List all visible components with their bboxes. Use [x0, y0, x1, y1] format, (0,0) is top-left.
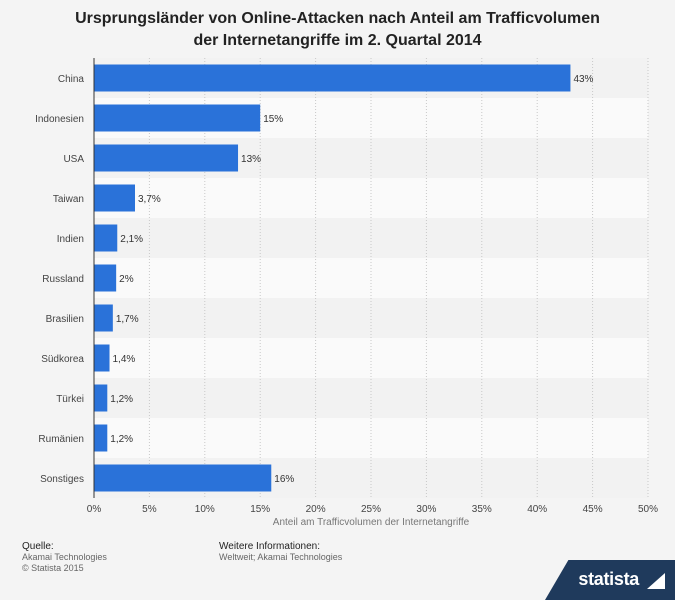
bar-südkorea: [94, 344, 110, 372]
value-label: 1,2%: [110, 394, 133, 405]
category-label: Taiwan: [53, 194, 84, 205]
category-label: China: [58, 74, 85, 85]
category-label: Brasilien: [46, 314, 84, 325]
chart-title-line-1: Ursprungsländer von Online-Attacken nach…: [75, 10, 600, 27]
value-label: 1,7%: [116, 314, 139, 325]
x-tick-label: 0%: [87, 504, 102, 515]
brand-banner[interactable]: [545, 560, 675, 600]
chart-title: Ursprungsländer von Online-Attacken nach…: [0, 8, 675, 52]
bar-russland: [94, 264, 117, 292]
category-label: USA: [63, 154, 84, 165]
x-axis-title: Anteil am Trafficvolumen der Internetang…: [273, 517, 470, 528]
source-line-2: © Statista 2015: [22, 563, 84, 573]
bar-usa: [94, 144, 239, 172]
x-tick-label: 20%: [306, 504, 326, 515]
category-label: Südkorea: [41, 354, 84, 365]
category-label: Indien: [57, 234, 84, 245]
value-label: 1,4%: [113, 354, 136, 365]
value-label: 3,7%: [138, 194, 161, 205]
category-label: Türkei: [56, 394, 84, 405]
category-label: Russland: [42, 274, 84, 285]
chart-title-line-2: der Internetangriffe im 2. Quartal 2014: [193, 32, 482, 49]
x-tick-label: 45%: [583, 504, 603, 515]
x-tick-label: 5%: [142, 504, 157, 515]
row-band: [94, 378, 648, 418]
info-block: Weitere Informationen: Weltweit; Akamai …: [219, 541, 342, 563]
bar-china: [94, 64, 571, 92]
x-tick-label: 35%: [472, 504, 492, 515]
bar-indien: [94, 224, 118, 252]
value-label: 13%: [241, 154, 261, 165]
source-block: Quelle: Akamai Technologies © Statista 2…: [22, 541, 107, 574]
x-tick-label: 30%: [416, 504, 436, 515]
info-text: Weltweit; Akamai Technologies: [219, 552, 343, 562]
value-label: 1,2%: [110, 434, 133, 445]
bar-türkei: [94, 384, 108, 412]
value-label: 43%: [573, 74, 593, 85]
source-line-1: Akamai Technologies: [22, 552, 107, 562]
statista-logo[interactable]: statista: [578, 569, 639, 589]
source-label: Quelle:: [22, 541, 54, 552]
bar-brasilien: [94, 304, 113, 332]
value-label: 16%: [274, 474, 294, 485]
value-label: 2%: [119, 274, 134, 285]
bar-sonstiges: [94, 464, 272, 492]
bar-indonesien: [94, 104, 261, 132]
x-tick-label: 50%: [638, 504, 658, 515]
category-label: Sonstiges: [40, 474, 84, 485]
x-tick-label: 40%: [527, 504, 547, 515]
value-label: 15%: [263, 114, 283, 125]
x-tick-label: 25%: [361, 504, 381, 515]
x-tick-label: 10%: [195, 504, 215, 515]
x-tick-label: 15%: [250, 504, 270, 515]
info-label: Weitere Informationen:: [219, 541, 320, 552]
bar-taiwan: [94, 184, 135, 212]
bar-rumänien: [94, 424, 108, 452]
category-label: Rumänien: [38, 434, 84, 445]
value-label: 2,1%: [120, 234, 143, 245]
category-label: Indonesien: [35, 114, 84, 125]
